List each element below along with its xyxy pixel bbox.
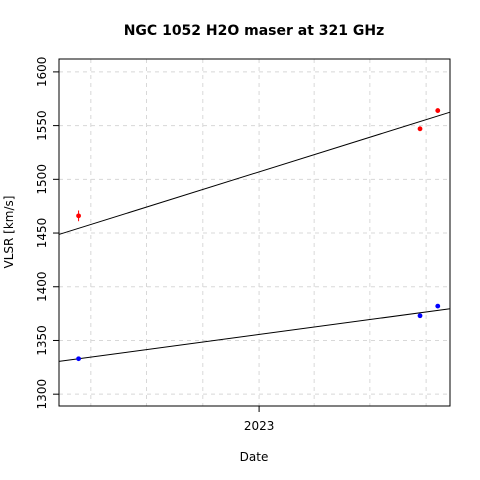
fit-line-0 (58, 111, 451, 235)
y-axis: 1300 1350 1400 1450 1500 1550 1600 (35, 57, 59, 410)
data-point (435, 108, 441, 113)
data-point (435, 303, 441, 309)
data-point (417, 126, 423, 132)
grid (59, 59, 450, 406)
x-tick-label: 2023 (244, 419, 275, 433)
fit-lines (58, 111, 451, 362)
y-tick-label: 1550 (35, 110, 49, 141)
data-point (76, 213, 81, 219)
x-axis: 2023 (244, 406, 275, 433)
y-tick-label: 1500 (35, 164, 49, 195)
fit-line-1 (58, 308, 451, 362)
data-point (417, 313, 423, 319)
y-tick-label: 1400 (35, 271, 49, 302)
y-tick-label: 1350 (35, 325, 49, 356)
plot-frame (58, 58, 451, 407)
y-tick-label: 1450 (35, 218, 49, 249)
y-tick-label: 1300 (35, 379, 49, 410)
y-tick-label: 1600 (35, 57, 49, 88)
y-axis-label: VLSR [km/s] (2, 196, 16, 269)
x-axis-label: Date (240, 450, 269, 464)
data-point (76, 356, 81, 362)
data-points (76, 108, 441, 362)
chart-title: NGC 1052 H2O maser at 321 GHz (124, 23, 385, 39)
